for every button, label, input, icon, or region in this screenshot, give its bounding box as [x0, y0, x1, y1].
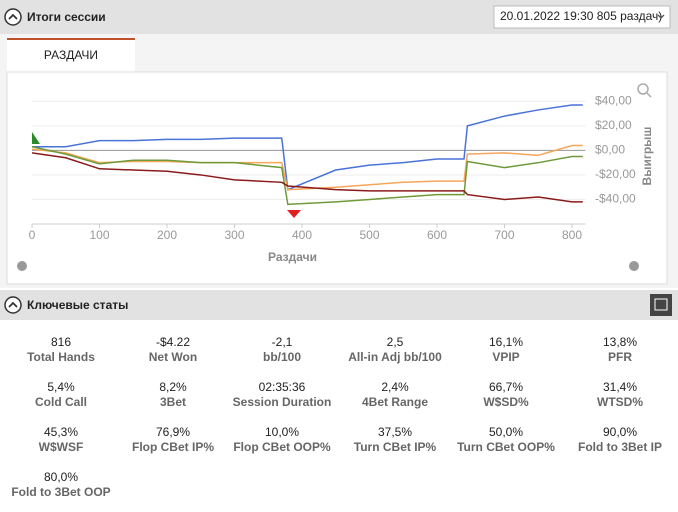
stat-label: 4Bet Range: [362, 395, 428, 409]
stat-label: W$SD%: [483, 395, 529, 409]
stat-label: bb/100: [263, 350, 301, 364]
zoom-icon-handle: [646, 92, 652, 98]
layout-icon: [654, 298, 668, 311]
series-line: [31, 152, 583, 203]
stat-value: 37,5%: [378, 425, 412, 439]
stat-label: Turn CBet OOP%: [457, 440, 555, 454]
x-tick-label: 0: [29, 228, 36, 242]
stat-value: 816: [51, 335, 71, 349]
stats-title: Ключевые статы: [27, 298, 128, 312]
stat-value: 76,9%: [156, 425, 190, 439]
stat-value: 02:35:36: [259, 380, 306, 394]
series-line: [31, 144, 583, 191]
stat-value: 13,8%: [603, 335, 637, 349]
stat-label: Flop CBet IP%: [132, 440, 214, 454]
stat-label: W$WSF: [39, 440, 84, 454]
min-marker: [287, 210, 301, 218]
x-tick-label: 600: [427, 228, 447, 242]
stat-label: Turn CBet IP%: [354, 440, 437, 454]
stat-label: Fold to 3Bet IP: [578, 440, 662, 454]
stat-value: 90,0%: [603, 425, 637, 439]
tab-label: РАЗДАЧИ: [44, 48, 98, 62]
stat-value: 45,3%: [44, 425, 78, 439]
chevron: [8, 13, 18, 20]
stat-value: 2,5: [387, 335, 404, 349]
stat-value: 10,0%: [265, 425, 299, 439]
chevron: [8, 301, 18, 308]
stat-label: Flop CBet OOP%: [233, 440, 331, 454]
stat-label: Net Won: [149, 350, 197, 364]
start-marker: [32, 132, 40, 144]
session-select-text: 20.01.2022 19:30 805 раздач): [500, 9, 662, 23]
stat-value: 5,4%: [47, 380, 75, 394]
y-tick-label: $20,00: [595, 118, 632, 132]
select-arrow: [657, 14, 665, 19]
stat-label: WTSD%: [597, 395, 643, 409]
layout-button[interactable]: [650, 294, 672, 316]
stat-label: Session Duration: [233, 395, 332, 409]
stat-value: 31,4%: [603, 380, 637, 394]
stat-value: 2,4%: [381, 380, 409, 394]
stat-label: Cold Call: [35, 395, 87, 409]
x-tick-label: 700: [494, 228, 514, 242]
stat-label: All-in Adj bb/100: [348, 350, 442, 364]
y-tick-label: $0,00: [595, 143, 625, 157]
x-tick-label: 800: [562, 228, 582, 242]
stat-label: PFR: [608, 350, 632, 364]
stat-label: Fold to 3Bet OOP: [11, 485, 110, 499]
x-tick-label: 300: [224, 228, 244, 242]
stat-value: 50,0%: [489, 425, 523, 439]
y-tick-label: -$40,00: [595, 192, 636, 206]
tab[interactable]: [7, 38, 135, 72]
stat-label: Total Hands: [27, 350, 95, 364]
x-tick-label: 100: [89, 228, 109, 242]
session-select[interactable]: [493, 5, 671, 29]
stat-value: 16,1%: [489, 335, 523, 349]
x-axis-label: Раздачи: [268, 250, 317, 264]
series-line: [32, 104, 583, 191]
stat-label: 3Bet: [160, 395, 186, 409]
y-axis-label: Выигрыш: [640, 127, 654, 186]
stat-value: -2,1: [272, 335, 293, 349]
x-tick-label: 200: [157, 228, 177, 242]
stats-header-bar: [0, 290, 678, 320]
y-tick-label: $40,00: [595, 94, 632, 108]
y-tick-label: -$20,00: [595, 167, 636, 181]
x-tick-label: 500: [359, 228, 379, 242]
stat-value: 80,0%: [44, 470, 78, 484]
collapse-button[interactable]: [4, 8, 22, 26]
stat-value: 8,2%: [159, 380, 187, 394]
stat-value: -$4.22: [156, 335, 190, 349]
stat-value: 66,7%: [489, 380, 523, 394]
chart-box: [6, 71, 668, 285]
series-line: [31, 146, 583, 206]
settings-icon[interactable]: [17, 261, 27, 271]
stat-label: VPIP: [492, 350, 519, 364]
info-icon[interactable]: [629, 261, 639, 271]
header-title: Итоги сессии: [27, 10, 106, 24]
collapse-button[interactable]: [4, 296, 22, 314]
zoom-icon[interactable]: [637, 83, 649, 95]
x-tick-label: 400: [292, 228, 312, 242]
